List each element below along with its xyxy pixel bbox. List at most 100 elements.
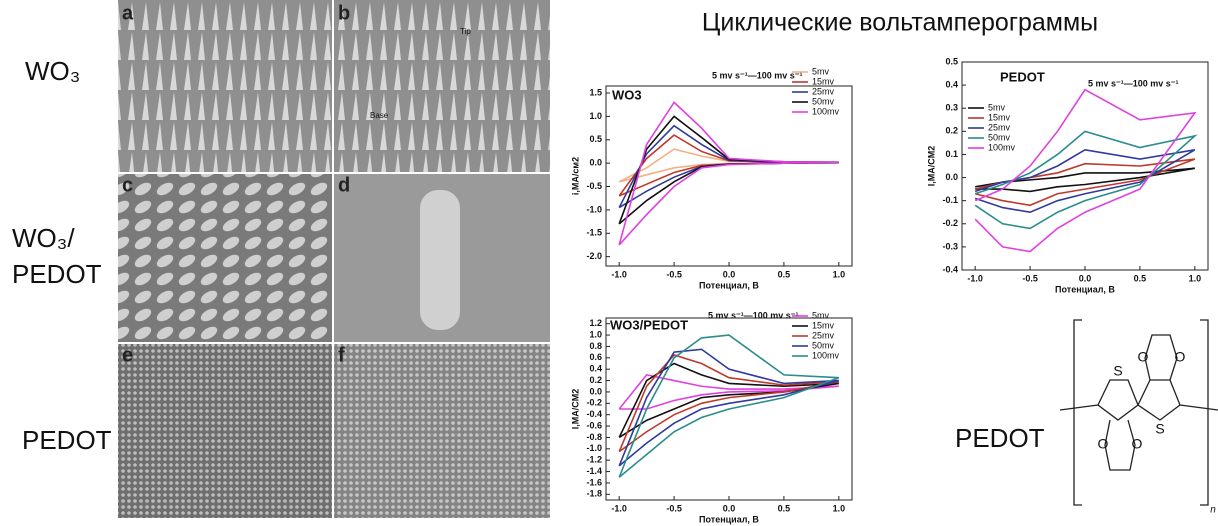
y-tick-label: -0.4 [942,264,958,274]
x-axis-label: Потенциал, В [699,514,759,524]
y-tick-label: 0.0 [945,172,958,182]
y-tick-label: -0.8 [586,432,602,442]
cv-curve [619,364,839,438]
y-tick-label: -0.3 [942,241,958,251]
row-label: PEDOT [12,259,102,289]
y-tick-label: -1.2 [586,455,602,465]
y-tick-label: -0.2 [586,398,602,408]
slide: WO₃ WO₃/ PEDOT PEDOT a b c d e f Tip Bas… [0,0,1218,526]
x-tick-label: 0.5 [778,503,791,513]
sem-image [334,0,550,172]
y-tick-label: -1.6 [586,477,602,487]
y-tick-label: 0.8 [589,341,602,351]
y-tick-label: 0.4 [945,79,958,89]
sem-image [118,174,332,342]
y-axis-label: I,MA/CM2 [926,146,936,187]
y-tick-label: -2.0 [586,251,602,261]
legend-label: 25mv [812,330,835,340]
atom: O [1132,436,1143,452]
x-tick-label: 0.0 [723,503,736,513]
cv-curve [619,135,839,196]
panel-letter: d [338,174,350,196]
legend-label: 15mv [988,112,1011,122]
x-tick-label: -1.0 [611,503,627,513]
y-tick-label: 0.2 [589,375,602,385]
legend-label: 50mv [988,132,1011,142]
bond [1060,405,1098,410]
x-tick-label: 0.0 [723,269,736,279]
bond [1180,405,1218,410]
y-tick-label: 1.5 [589,87,602,97]
panel-letter: a [122,2,134,24]
x-tick-label: -1.0 [611,269,627,279]
y-tick-label: -0.5 [586,181,602,191]
legend-label: 15mv [812,76,835,86]
atom: S [1113,363,1122,379]
structure-label: PEDOT [955,423,1045,453]
ring [1105,420,1135,470]
atom: O [1175,349,1186,365]
sem-image [420,190,460,330]
ring [1145,335,1177,380]
y-axis-label: I,MA/CM2 [570,389,580,430]
y-tick-label: 0.5 [589,134,602,144]
y-tick-label: -1.0 [586,443,602,453]
legend-label: 15mv [812,320,835,330]
y-tick-label: 0.3 [945,103,958,113]
legend-label: 5mv [812,66,830,76]
plot-frame [962,62,1208,270]
legend-label: 100mv [812,106,840,116]
y-tick-label: -0.6 [586,420,602,430]
row-label: WO₃ [25,56,80,86]
panel-note: Tip [460,27,471,36]
atom: O [1098,436,1109,452]
y-tick-label: -0.4 [586,409,602,419]
x-tick-label: 0.5 [1134,273,1147,283]
legend-label: 25mv [812,86,835,96]
annotation: 5 mv s⁻¹—100 mv s⁻¹ [1088,78,1179,88]
x-tick-label: -0.5 [666,503,682,513]
annotation: 5 mv s⁻¹—100 mv s⁻¹ [708,310,799,320]
y-tick-label: 1.0 [589,111,602,121]
chart-label: WO3/PEDOT [610,317,688,332]
x-tick-label: 0.5 [778,269,791,279]
row-label: PEDOT [22,425,112,455]
cv-curve [619,116,839,224]
y-tick-label: 0.4 [589,364,602,374]
legend-label: 50mv [812,340,835,350]
x-tick-label: -1.0 [967,273,983,283]
legend-label: 100mv [812,350,840,360]
ring [1138,380,1180,420]
chart-label: WO3 [612,87,642,102]
y-tick-label: -1.5 [586,228,602,238]
panel-note: Base [370,111,389,120]
y-tick-label: -0.1 [942,195,958,205]
x-tick-label: -0.5 [666,269,682,279]
sem-image [334,344,550,518]
sem-image [118,0,332,172]
panel-letter: c [122,174,133,196]
ring [1098,380,1138,420]
y-tick-label: -1.4 [586,466,602,476]
y-tick-label: 0.5 [945,56,958,66]
cv-curve [619,126,839,208]
x-tick-label: 1.0 [833,269,846,279]
y-tick-label: -1.0 [586,204,602,214]
atom: O [1138,349,1149,365]
sem-images [118,0,550,518]
panel-letter: f [338,344,345,366]
x-tick-label: 1.0 [1189,273,1202,283]
x-tick-label: 0.0 [1079,273,1092,283]
y-tick-label: 0.0 [589,158,602,168]
y-tick-label: -1.8 [586,489,602,499]
chart-label: PEDOT [1000,69,1045,84]
legend-label: 50mv [812,96,835,106]
y-tick-label: 0.0 [589,386,602,396]
sem-image [118,344,332,518]
annotation: 5 mv s⁻¹—100 mv s⁻¹ [712,70,803,80]
y-tick-label: 1.0 [589,329,602,339]
subscript: n [1210,505,1216,516]
slide-title: Циклические вольтамперограммы [702,9,1098,37]
legend-label: 5mv [812,310,830,320]
legend-label: 25mv [988,122,1011,132]
